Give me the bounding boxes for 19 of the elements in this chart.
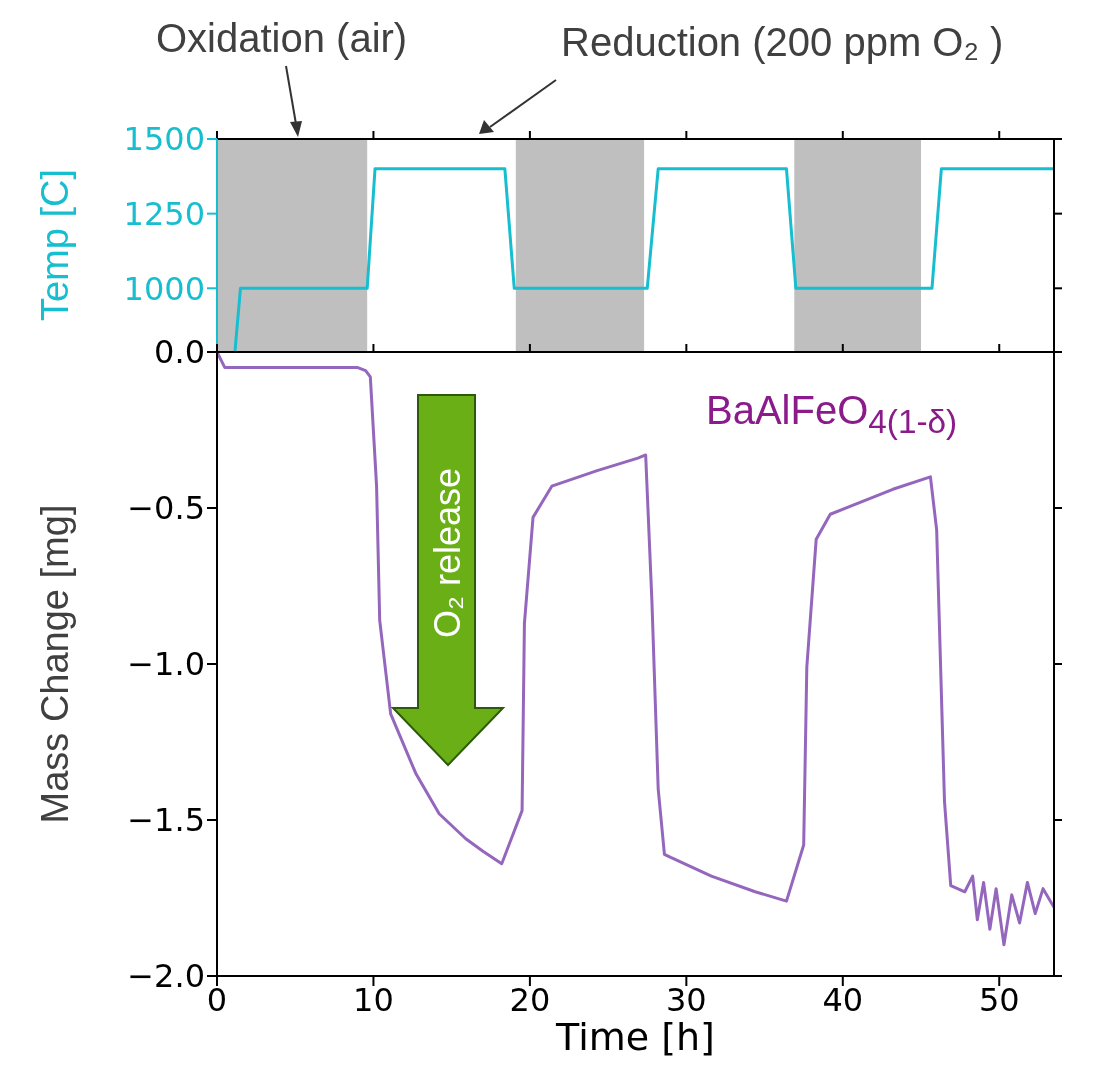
text: Reduction (200 ppm O₂ ) bbox=[561, 20, 1004, 64]
x-tick-label: 0 bbox=[206, 980, 228, 1019]
y-axis-title: Mass Change [mg] bbox=[34, 504, 76, 824]
y-tick-label: −1.0 bbox=[127, 645, 205, 684]
x-tick-label: 40 bbox=[822, 980, 864, 1019]
y-tick-label: 1000 bbox=[123, 269, 205, 308]
annotation: O₂ release bbox=[427, 467, 468, 639]
y-tick-label: 1500 bbox=[123, 120, 205, 159]
text: Oxidation (air) bbox=[156, 16, 408, 60]
x-tick-label: 10 bbox=[353, 980, 394, 1019]
y-tick-label: 1250 bbox=[123, 195, 205, 234]
y-axis-title: Temp [C] bbox=[34, 168, 76, 322]
annotation: BaAlFeO$_{4(1-δ)}$ bbox=[706, 388, 958, 440]
x-tick-label: 20 bbox=[509, 980, 551, 1019]
y-tick-label: 0.0 bbox=[154, 333, 205, 372]
x-tick-label: 50 bbox=[978, 980, 1020, 1019]
y-tick-label: −0.5 bbox=[127, 489, 205, 528]
y-tick-label: −2.0 bbox=[127, 957, 205, 996]
y-tick-label: −1.5 bbox=[127, 801, 205, 840]
